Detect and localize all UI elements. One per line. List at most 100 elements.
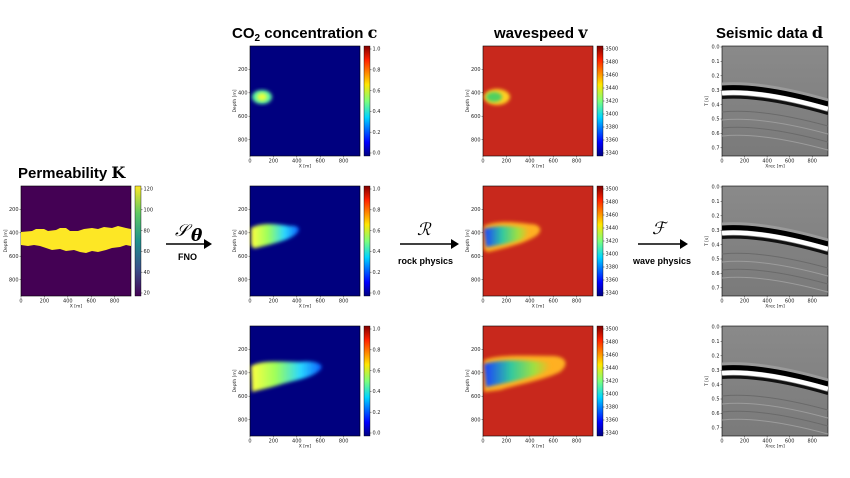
- seismic-panel-1: 0 200 400 600 800 Xrec [m] 0.0 0.1 0.2 0.3 0.4 0.5 0…: [704, 45, 829, 170]
- seismic-black-band: [722, 85, 828, 107]
- concentration-colorbar-tick-label: 0.2: [373, 270, 381, 276]
- wavespeed-plume-3: [484, 360, 551, 387]
- concentration-colorbar-3: [363, 325, 371, 437]
- y-tick-label: 200: [471, 207, 481, 213]
- y-tick-label: 400: [471, 91, 481, 97]
- permeability-colorbar-tick-label: 40: [144, 270, 150, 276]
- x-tick-label: 400: [762, 439, 772, 445]
- x-tick-label: 600: [548, 159, 558, 165]
- permeability-colorbar-tick-label: 20: [144, 291, 150, 297]
- seismic-trailing-band: [722, 235, 828, 255]
- x-tick-label: 400: [292, 439, 302, 445]
- wavespeed-axes-3: 0 200 400 600 800 X [m] 200 400 600 800 Depth [m] 3…: [465, 325, 619, 450]
- wavespeed-colorbar-1: [596, 45, 604, 157]
- wavespeed-colorbar-tick-label: 3420: [606, 239, 619, 245]
- x-axis-label: X [m]: [532, 304, 545, 310]
- y-axis-label: T [s]: [704, 376, 710, 387]
- wavespeed-colorbar-3: [596, 325, 604, 437]
- concentration-colorbar-tick-label: 0.6: [373, 228, 381, 234]
- y-axis-label: Depth [m]: [465, 229, 471, 252]
- seismic-reflection: [722, 410, 828, 427]
- y-tick-label: 400: [471, 231, 481, 237]
- x-tick-label: 0: [19, 299, 22, 305]
- x-tick-label: 0: [720, 159, 723, 165]
- wavespeed-colorbar-tick-label: 3500: [606, 327, 619, 333]
- y-tick-label: 0.4: [712, 242, 720, 248]
- wavespeed-colorbar-tick-label: 3480: [606, 60, 619, 66]
- y-tick-label: 0.2: [712, 74, 720, 80]
- x-tick-label: 800: [572, 299, 582, 305]
- seismic-reflection: [722, 418, 828, 435]
- y-tick-label: 800: [238, 137, 248, 143]
- concentration-colorbar-tick-label: 1.0: [373, 47, 381, 53]
- concentration-colorbar-tick-label: 0.6: [373, 368, 381, 374]
- wave-physics-operator: ℱ wave physics: [632, 219, 691, 266]
- y-tick-label: 0.1: [712, 339, 720, 345]
- fno-label: FNO: [178, 252, 197, 262]
- wavespeed-colorbar-tick-label: 3420: [606, 99, 619, 105]
- y-axis-label: Depth [m]: [232, 229, 238, 252]
- x-axis-label: Xrec [m]: [765, 164, 785, 170]
- y-tick-label: 0.2: [712, 214, 720, 220]
- rock-symbol: ℛ: [417, 220, 432, 240]
- y-tick-label: 200: [238, 207, 248, 213]
- wavespeed-colorbar-tick-label: 3360: [606, 278, 619, 284]
- y-tick-label: 600: [238, 114, 248, 120]
- concentration-axes-1: 0 200 400 600 800 X [m] 200 400 600 800 Depth [m] 1…: [232, 45, 381, 170]
- y-tick-label: 200: [471, 67, 481, 73]
- y-tick-label: 600: [238, 394, 248, 400]
- y-tick-label: 0.7: [712, 286, 720, 292]
- seismic-black-band: [722, 365, 828, 387]
- y-axis-label: Depth [m]: [232, 89, 238, 112]
- rock-physics-operator: ℛ rock physics: [398, 220, 459, 266]
- y-tick-label: 0.4: [712, 102, 720, 108]
- concentration-colorbar-tick-label: 0.2: [373, 130, 381, 136]
- seismic-reflection: [722, 276, 828, 293]
- seismic-reflection: [722, 110, 828, 127]
- x-tick-label: 200: [269, 299, 279, 305]
- permeability-colorbar-tick-label: 100: [144, 208, 154, 214]
- x-tick-label: 400: [525, 439, 535, 445]
- x-axis-label: Xrec [m]: [765, 444, 785, 450]
- x-tick-label: 600: [785, 299, 795, 305]
- y-tick-label: 0.3: [712, 228, 720, 234]
- concentration-colorbar-tick-label: 0.4: [373, 389, 381, 395]
- seismic-white-band: [722, 370, 828, 392]
- seismic-white-band: [722, 90, 828, 112]
- y-tick-label: 0.0: [712, 185, 720, 191]
- x-tick-label: 600: [548, 439, 558, 445]
- wave-label: wave physics: [632, 256, 691, 266]
- x-axis-label: X [m]: [532, 164, 545, 170]
- y-tick-label: 600: [471, 394, 481, 400]
- wavespeed-colorbar-tick-label: 3360: [606, 138, 619, 144]
- wavespeed-colorbar-tick-label: 3500: [606, 187, 619, 193]
- y-tick-label: 400: [9, 231, 19, 237]
- x-tick-label: 800: [339, 159, 349, 165]
- seismic-trailing-band: [722, 95, 828, 115]
- fno-arrow-head: [204, 239, 212, 249]
- concentration-colorbar-tick-label: 1.0: [373, 327, 381, 333]
- x-tick-label: 200: [502, 159, 512, 165]
- concentration-colorbar-tick-label: 1.0: [373, 187, 381, 193]
- concentration-colorbar-tick-label: 0.0: [373, 151, 381, 157]
- seismic-trailing-band: [722, 375, 828, 395]
- seismic-panel-3: 0 200 400 600 800 Xrec [m] 0.0 0.1 0.2 0.3 0.4 0.5 0…: [704, 325, 829, 450]
- concentration-colorbar-tick-label: 0.8: [373, 348, 381, 354]
- y-tick-label: 800: [471, 277, 481, 283]
- concentration-colorbar-tick-label: 0.8: [373, 68, 381, 74]
- wavespeed-colorbar-tick-label: 3400: [606, 252, 619, 258]
- concentration-colorbar-tick-label: 0.4: [373, 109, 381, 115]
- permeability-panel: 120 100 80 60 40 20 0 200 400 600 800 X [m] 200 400 6…: [3, 185, 154, 310]
- x-tick-label: 400: [762, 159, 772, 165]
- y-tick-label: 0.6: [712, 131, 720, 137]
- x-tick-label: 800: [807, 439, 817, 445]
- wavespeed-colorbar-tick-label: 3460: [606, 213, 619, 219]
- permeability-colorbar: [134, 185, 142, 297]
- x-tick-label: 600: [548, 299, 558, 305]
- wavespeed-colorbar-tick-label: 3400: [606, 392, 619, 398]
- x-tick-label: 200: [40, 299, 50, 305]
- x-tick-label: 600: [315, 159, 325, 165]
- x-axis-label: X [m]: [299, 164, 312, 170]
- wavespeed-colorbar-tick-label: 3440: [606, 226, 619, 232]
- y-tick-label: 800: [471, 137, 481, 143]
